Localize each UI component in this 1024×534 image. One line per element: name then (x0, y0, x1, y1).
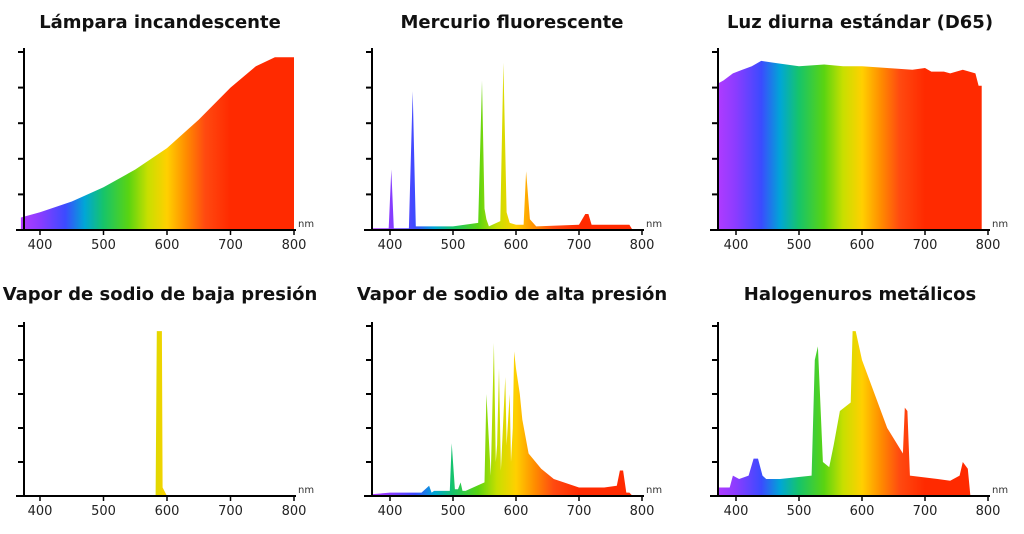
spectrum-chart: 400 500 600 700 800 nm (364, 48, 662, 253)
chart-panel-incandescent: Lámpara incandescente 400 500 600 700 800 nm (0, 12, 320, 262)
x-tick-label: 500 (787, 504, 812, 519)
unit-label: nm (646, 485, 662, 496)
x-tick-label: 700 (218, 504, 243, 519)
x-tick-label: 400 (28, 504, 53, 519)
spectrum-chart: 400 500 600 700 800 nm (710, 322, 1008, 519)
chart-panel-daylight-d65: Luz diurna estándar (D65) 400 500 600 700 800… (700, 12, 1020, 262)
chart-panel-mercury-fluorescent: Mercurio fluorescente 400 500 600 700 800 nm (352, 12, 672, 262)
unit-label: nm (992, 485, 1008, 496)
x-tick-label: 600 (850, 504, 875, 519)
x-tick-label: 800 (976, 504, 1001, 519)
chart-title: Lámpara incandescente (39, 12, 281, 33)
x-tick-label: 700 (567, 504, 592, 519)
x-tick-label: 500 (441, 504, 466, 519)
chart-panel-low-pressure-sodium: Vapor de sodio de baja presión 400 500 600 7… (0, 284, 320, 534)
chart-title: Mercurio fluorescente (400, 12, 624, 33)
spectrum-area (371, 62, 633, 231)
x-tick-label: 800 (630, 238, 655, 253)
spectrum-chart: 400 500 600 700 800 nm (16, 322, 314, 519)
x-tick-label: 600 (155, 238, 180, 253)
chart-title: Vapor de sodio de alta presión (356, 284, 668, 305)
x-tick-label: 400 (724, 504, 749, 519)
spectrum-area (717, 60, 982, 231)
x-tick-label: 400 (378, 238, 403, 253)
spectrum-area (717, 331, 971, 496)
spectrum-area (371, 343, 633, 496)
x-tick-label: 800 (282, 238, 307, 253)
unit-label: nm (646, 219, 662, 230)
x-tick-label: 500 (787, 238, 812, 253)
unit-label: nm (992, 219, 1008, 230)
x-tick-label: 500 (441, 238, 466, 253)
x-tick-label: 800 (976, 238, 1001, 253)
x-tick-label: 700 (218, 238, 243, 253)
x-tick-label: 800 (282, 504, 307, 519)
spectrum-chart: 400 500 600 700 800 nm (710, 48, 1008, 253)
spectrum-area (20, 57, 295, 230)
x-tick-label: 600 (504, 504, 529, 519)
x-tick-label: 400 (724, 238, 749, 253)
spectrum-area (20, 331, 295, 496)
x-tick-label: 700 (913, 504, 938, 519)
x-tick-label: 600 (850, 238, 875, 253)
x-tick-label: 700 (567, 238, 592, 253)
x-tick-label: 600 (155, 504, 180, 519)
chart-title: Vapor de sodio de baja presión (2, 284, 318, 305)
chart-panel-high-pressure-sodium: Vapor de sodio de alta presión 400 500 600 7… (352, 284, 672, 534)
x-tick-label: 500 (91, 504, 116, 519)
chart-panel-metal-halide: Halogenuros metálicos 400 500 600 700 800 nm (700, 284, 1020, 534)
x-tick-label: 500 (91, 238, 116, 253)
unit-label: nm (298, 485, 314, 496)
x-tick-label: 600 (504, 238, 529, 253)
x-tick-label: 700 (913, 238, 938, 253)
unit-label: nm (298, 219, 314, 230)
x-tick-label: 400 (28, 238, 53, 253)
chart-title: Luz diurna estándar (D65) (726, 12, 994, 33)
spectrum-chart: 400 500 600 700 800 nm (364, 322, 662, 519)
chart-title: Halogenuros metálicos (743, 284, 977, 305)
x-tick-label: 800 (630, 504, 655, 519)
spectrum-chart: 400 500 600 700 800 nm (16, 48, 314, 253)
x-tick-label: 400 (378, 504, 403, 519)
